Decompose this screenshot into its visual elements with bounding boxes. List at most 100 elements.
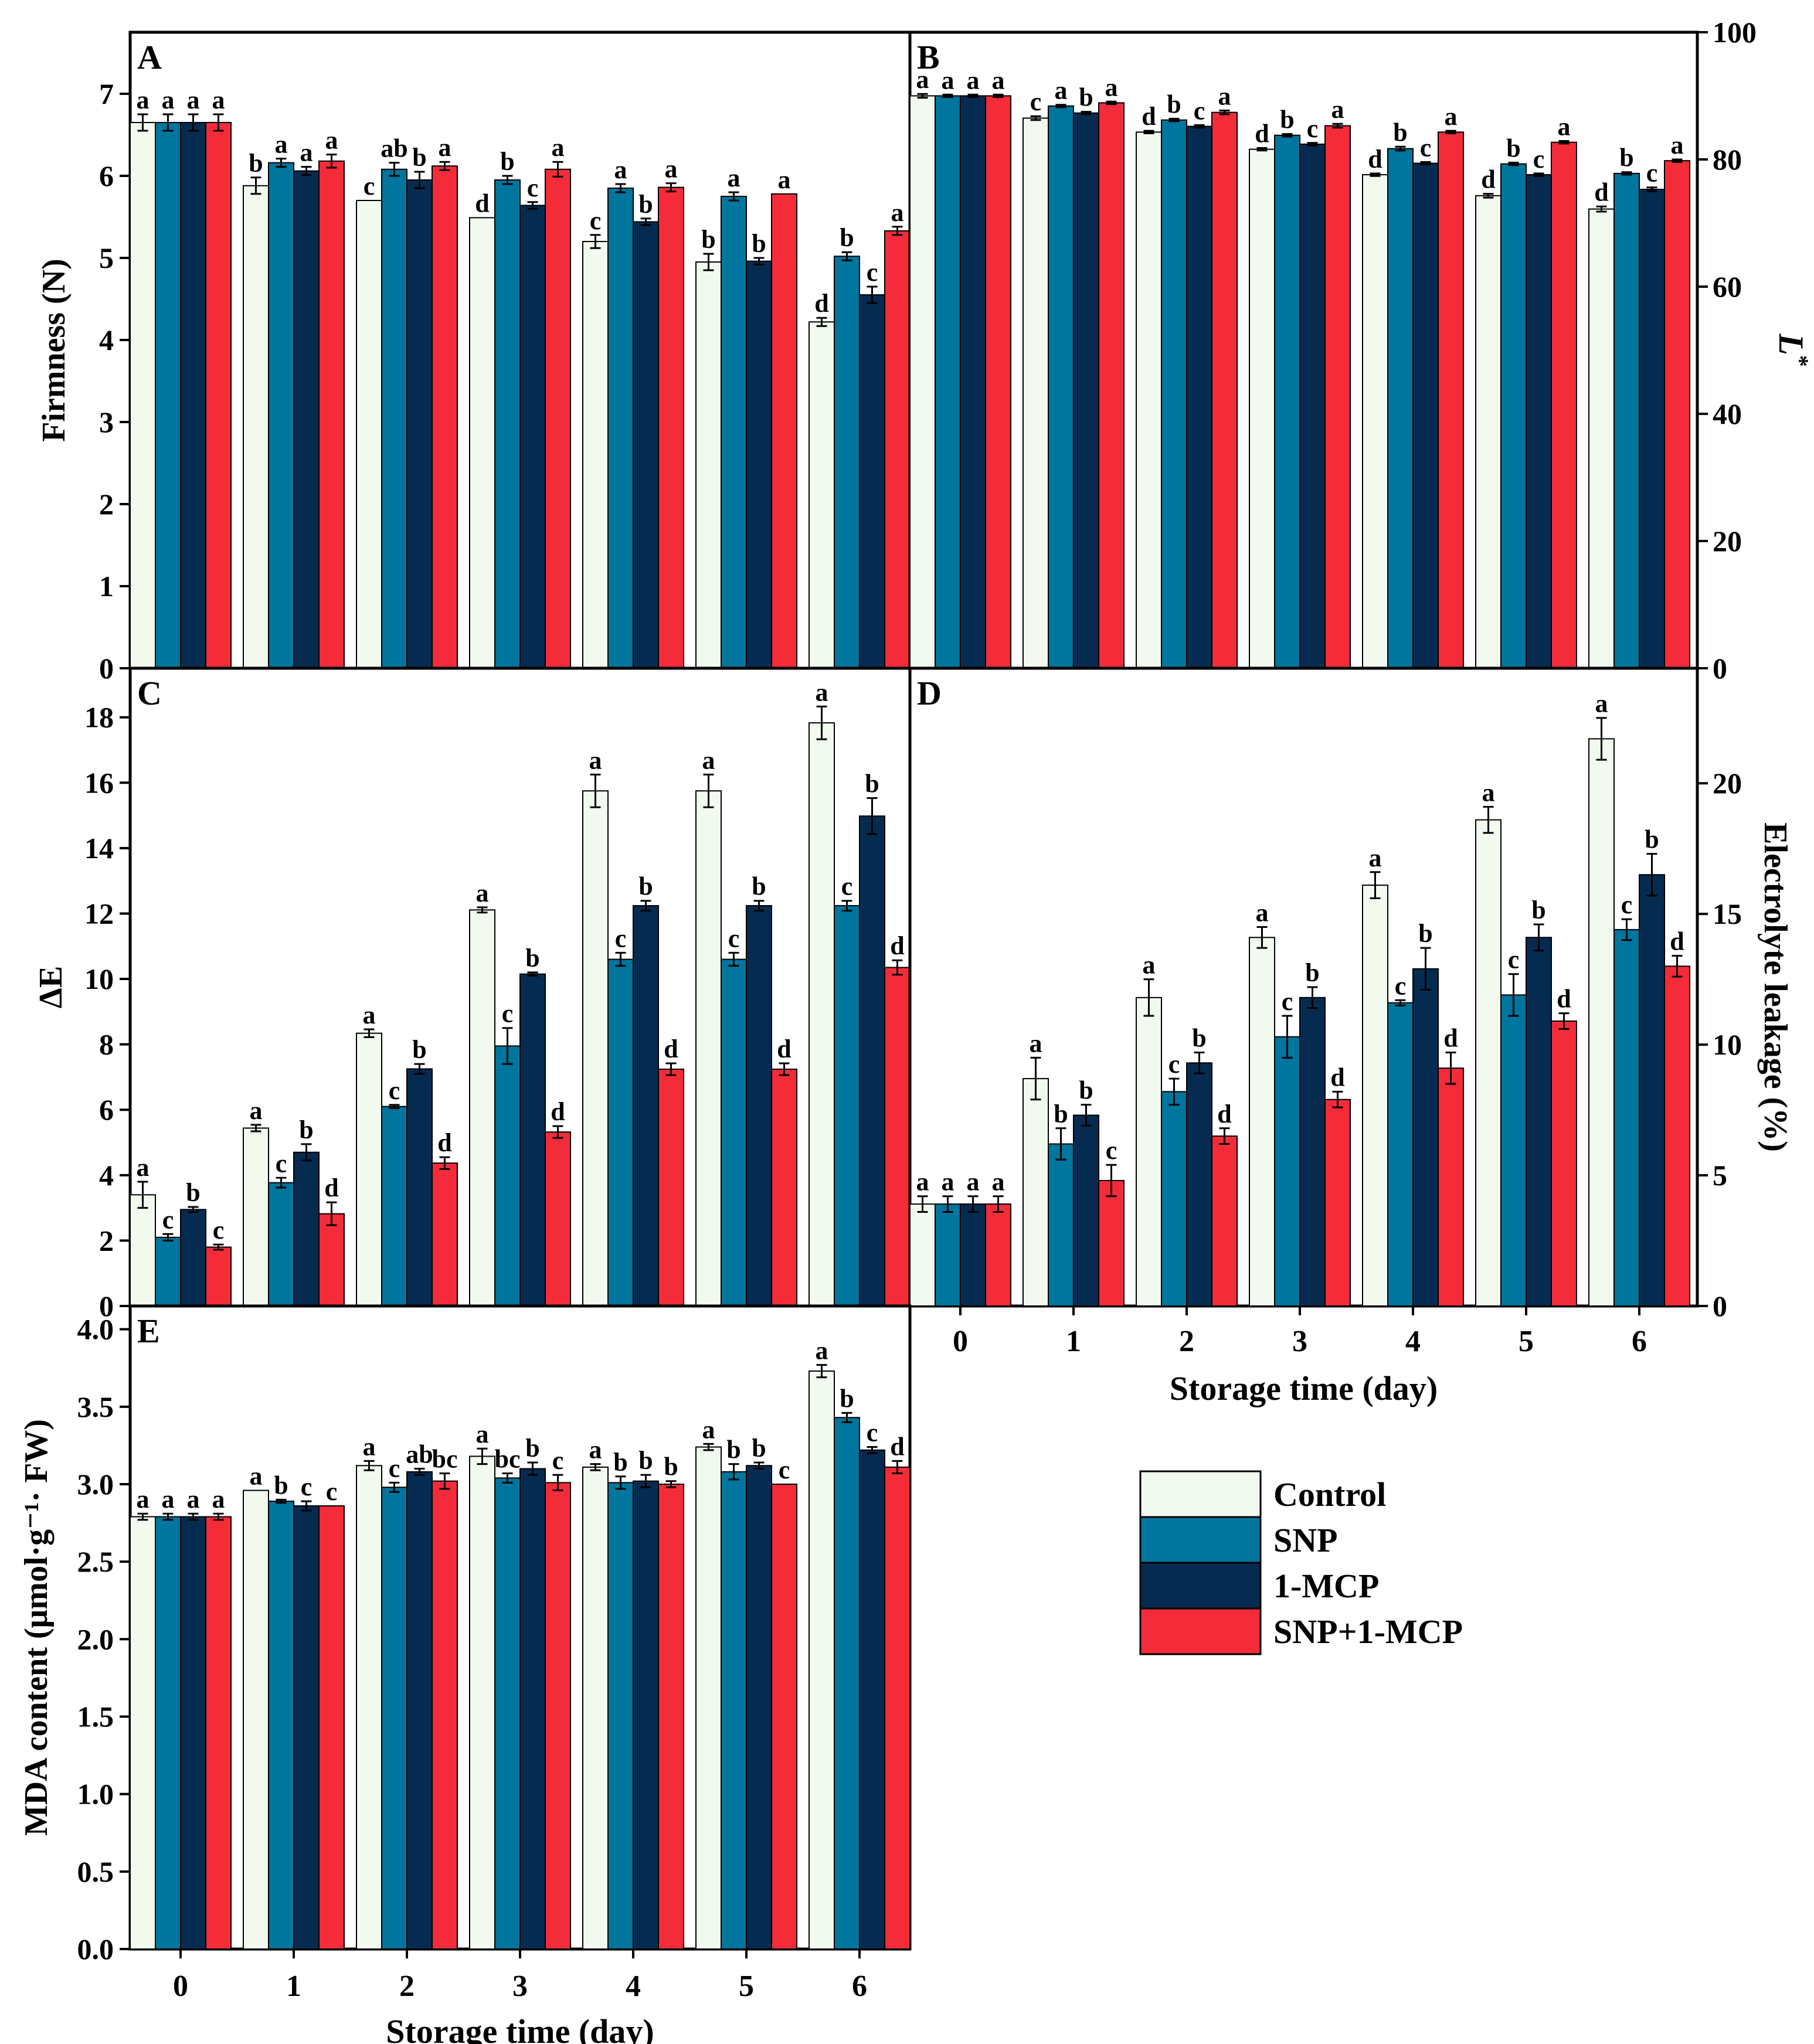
significance-letter: c (364, 172, 375, 200)
panel-label: D (917, 674, 942, 712)
significance-letter: a (665, 155, 678, 183)
significance-letter: b (752, 229, 766, 258)
bar-SNP-day-6 (834, 1417, 860, 1950)
bar-Control-day-0 (909, 95, 936, 669)
bar-Control-day-5 (695, 790, 722, 1307)
significance-letter: b (752, 1434, 766, 1463)
bar-SNP+1-MCP-day-4 (658, 1069, 684, 1307)
significance-letter: a (942, 1168, 954, 1196)
bar-1-MCP-day-4 (1412, 968, 1439, 1307)
significance-letter: c (1106, 1136, 1117, 1165)
bar-SNP+1-MCP-day-0 (205, 1516, 232, 1950)
bar-SNP-day-2 (381, 1106, 407, 1307)
significance-letter: a (137, 1485, 150, 1514)
significance-letter: c (867, 1419, 878, 1447)
significance-letter: d (1670, 927, 1684, 955)
bar-SNP+1-MCP-day-0 (985, 95, 1011, 669)
significance-letter: b (701, 225, 715, 254)
significance-letter: a (1595, 689, 1608, 718)
significance-letter: a (300, 138, 313, 167)
significance-letter: c (590, 206, 602, 235)
legend-swatch-1-MCP (1139, 1562, 1262, 1610)
bar-1-MCP-day-3 (1299, 143, 1326, 669)
significance-letter: b (1418, 919, 1432, 948)
significance-letter: b (1531, 896, 1545, 924)
bar-Control-day-6 (809, 321, 835, 669)
significance-letter: c (728, 924, 740, 953)
significance-letter: b (249, 149, 263, 178)
significance-letter: b (638, 1446, 653, 1475)
bar-SNP+1-MCP-day-2 (1211, 111, 1238, 669)
bar-1-MCP-day-4 (633, 1480, 659, 1950)
bar-SNP+1-MCP-day-1 (318, 1213, 345, 1307)
bar-1-MCP-day-0 (180, 1516, 206, 1950)
bar-Control-day-1 (1023, 117, 1049, 669)
bar-SNP+1-MCP-day-0 (985, 1203, 1011, 1307)
bar-Control-day-2 (356, 1465, 382, 1950)
significance-letter: a (916, 1168, 929, 1196)
significance-letter: b (1192, 1023, 1206, 1052)
y-axis-title: Firmness (N) (36, 259, 72, 442)
y-tick-label: 3.0 (77, 1468, 114, 1501)
significance-letter: a (250, 1462, 263, 1491)
significance-letter: bc (495, 1444, 521, 1473)
legend-label: SNP (1273, 1521, 1338, 1559)
y-tick-label: 4 (99, 324, 114, 356)
panel-label: C (137, 674, 162, 712)
bar-SNP-day-6 (1613, 172, 1640, 669)
bar-Control-day-4 (582, 790, 609, 1307)
bar-SNP-day-0 (935, 95, 961, 669)
x-tick-label: 6 (1632, 1325, 1647, 1358)
bar-Control-day-4 (1362, 174, 1388, 669)
x-tick-label: 4 (1405, 1325, 1421, 1358)
significance-letter: d (664, 1035, 678, 1063)
significance-letter: c (1194, 96, 1205, 125)
bar-SNP-day-4 (1387, 1002, 1414, 1307)
bar-1-MCP-day-5 (1526, 937, 1552, 1307)
significance-letter: d (1481, 165, 1495, 194)
significance-letter: a (942, 66, 954, 94)
x-tick-label: 5 (739, 1970, 754, 2003)
significance-letter: a (363, 1001, 376, 1029)
legend-swatch-SNP (1139, 1516, 1262, 1564)
significance-letter: a (1218, 81, 1231, 110)
bar-Control-day-1 (243, 1489, 269, 1950)
significance-letter: b (186, 1178, 200, 1207)
significance-letter: a (275, 130, 288, 159)
significance-letter: d (1142, 102, 1156, 131)
bar-1-MCP-day-6 (859, 1449, 885, 1950)
significance-letter: d (890, 1432, 904, 1461)
y-tick-label: 40 (1713, 397, 1742, 430)
y-axis-title: MDA content (μmol·g⁻¹· FW) (18, 1419, 55, 1836)
y-tick-label: 6 (99, 159, 114, 192)
y-tick-label: 10 (1713, 1028, 1742, 1061)
bar-SNP+1-MCP-day-2 (432, 1162, 458, 1307)
bar-SNP+1-MCP-day-4 (1438, 131, 1464, 669)
bar-1-MCP-day-4 (1412, 162, 1439, 669)
significance-letter: a (1055, 76, 1068, 105)
bar-1-MCP-day-5 (746, 1465, 772, 1950)
bar-Control-day-5 (1475, 819, 1502, 1307)
bar-SNP+1-MCP-day-6 (884, 230, 911, 669)
bar-SNP-day-6 (834, 905, 860, 1307)
y-tick-label: 100 (1713, 16, 1757, 49)
significance-letter: b (500, 147, 514, 176)
y-tick-label: 5 (99, 242, 114, 274)
x-tick-label: 4 (626, 1970, 641, 2003)
significance-letter: a (1256, 898, 1269, 927)
significance-letter: c (326, 1477, 338, 1506)
panel-E: 0.0 0.5 1.0 1.5 2.0 2.5 3.0 3.5 4.0 MDA content (… (18, 1304, 912, 2044)
y-tick-label: 60 (1713, 270, 1742, 303)
bar-SNP+1-MCP-day-2 (432, 1480, 458, 1950)
bar-SNP-day-5 (1500, 163, 1527, 669)
y-tick-label: 1.0 (77, 1778, 114, 1811)
significance-letter: b (1280, 106, 1294, 134)
significance-letter: b (1645, 825, 1659, 854)
significance-letter: b (1305, 958, 1319, 987)
significance-letter: b (638, 190, 653, 219)
significance-letter: d (475, 189, 489, 217)
bar-SNP-day-3 (1274, 134, 1300, 669)
bar-SNP+1-MCP-day-1 (1098, 1179, 1125, 1307)
bar-1-MCP-day-1 (293, 170, 320, 669)
